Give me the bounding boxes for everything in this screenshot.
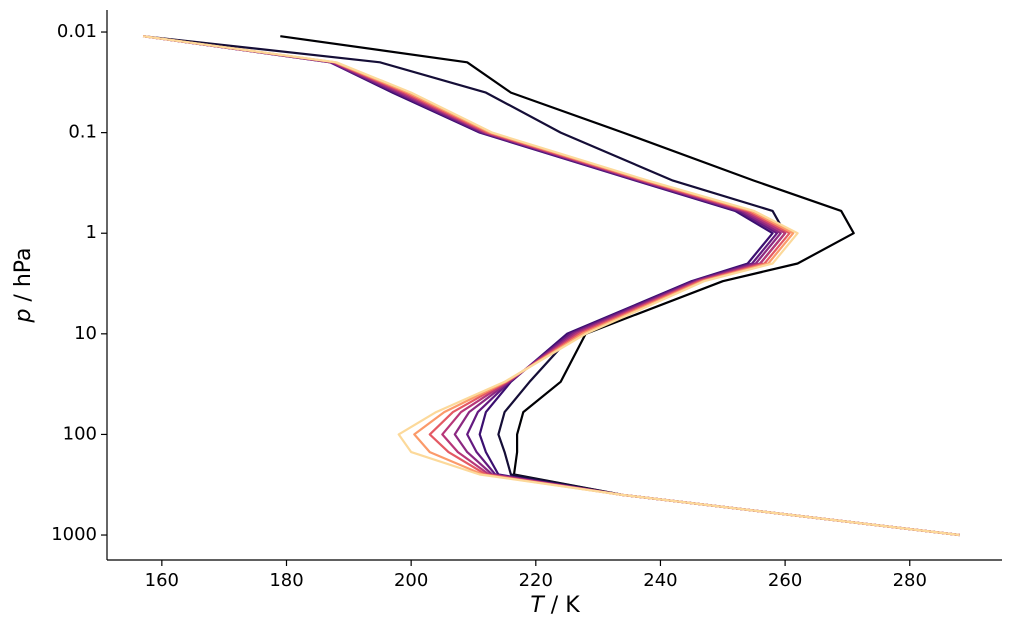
profile-line <box>142 35 960 537</box>
x-label-unit: / K <box>544 593 580 618</box>
profile-line <box>142 35 960 537</box>
y-tick-label: 0.01 <box>57 21 97 42</box>
x-axis-label: T / K <box>530 593 580 618</box>
x-tick-label: 200 <box>394 570 428 591</box>
profile-line <box>142 35 960 537</box>
y-tick-label: 100 <box>63 423 97 444</box>
profile-line <box>142 35 960 537</box>
x-tick-label: 260 <box>768 570 802 591</box>
y-tick-label: 0.1 <box>68 122 97 143</box>
x-tick-label: 280 <box>893 570 927 591</box>
x-label-symbol: T <box>530 593 545 618</box>
x-tick-label: 160 <box>145 570 179 591</box>
profile-line <box>142 35 960 537</box>
y-tick-label: 1000 <box>51 524 97 545</box>
x-tick-label: 240 <box>643 570 677 591</box>
y-label-unit: / hPa <box>11 247 36 308</box>
y-axis-label: p / hPa <box>11 247 36 323</box>
profile-line <box>142 35 960 537</box>
y-tick-label: 1 <box>86 222 97 243</box>
y-label-symbol: p <box>11 309 36 324</box>
x-tick-label: 220 <box>519 570 553 591</box>
y-tick-label: 10 <box>74 323 97 344</box>
profile-line <box>142 35 960 537</box>
x-tick-label: 180 <box>269 570 303 591</box>
profile-line <box>280 35 960 537</box>
profile-line <box>142 35 960 537</box>
